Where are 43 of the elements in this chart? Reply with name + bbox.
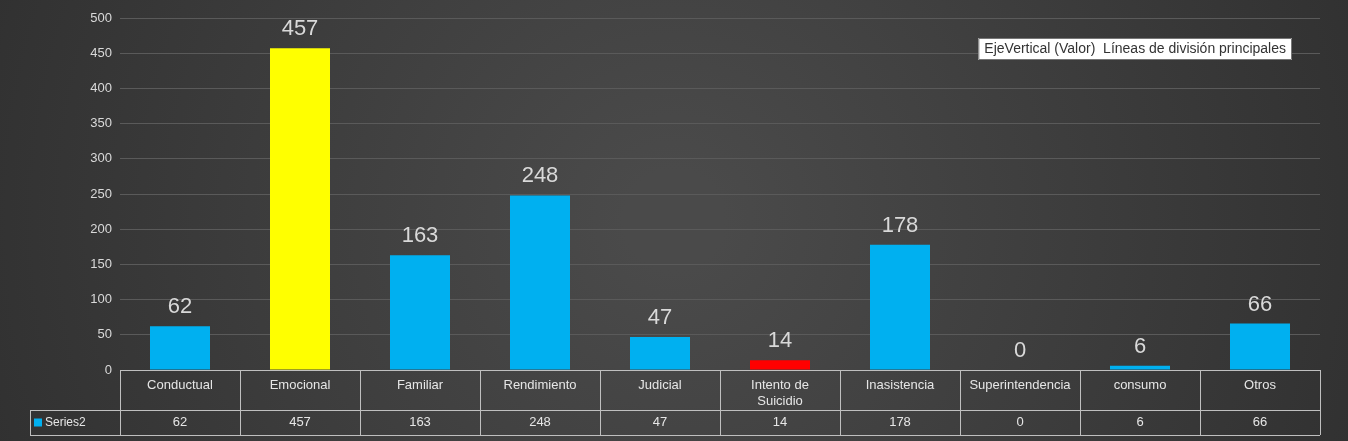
annotation: 47 <box>647 303 673 329</box>
annotation: EjeVertical (Valor) Líneas de división principales <box>984 39 1286 56</box>
annotation: 0 <box>1013 337 1027 363</box>
data-label: 6 <box>1136 414 1144 430</box>
data-label: 14 <box>772 414 788 430</box>
data-label: 163 <box>409 414 431 430</box>
y-tick-label: 250 <box>90 185 112 201</box>
y-tick-label: 50 <box>97 326 112 342</box>
data-label: 248 <box>529 414 551 430</box>
x-tick-label: Superintendencia <box>969 377 1072 393</box>
y-tick-label: 350 <box>90 115 112 131</box>
annotation: 457 <box>281 15 319 41</box>
data-label: 0 <box>1016 414 1024 430</box>
x-tick-label: Otros <box>1244 377 1277 393</box>
annotation: 248 <box>521 162 559 188</box>
data-label: 457 <box>289 414 311 430</box>
x-tick-label: consumo <box>1113 377 1167 393</box>
y-tick-label: 150 <box>90 255 112 271</box>
x-tick-label: Intento de Suicidio <box>751 377 809 408</box>
x-tick-label: Familiar <box>396 377 444 393</box>
y-tick-label: 450 <box>90 44 112 60</box>
x-tick-label: Judicial <box>638 377 682 393</box>
annotation: 178 <box>881 211 919 237</box>
annotation: 163 <box>401 222 439 248</box>
y-tick-label: 500 <box>90 9 112 25</box>
data-label: 178 <box>889 414 911 430</box>
annotation: 14 <box>767 327 793 353</box>
y-tick-label: 300 <box>90 150 112 166</box>
y-tick-label: 100 <box>90 291 112 307</box>
x-tick-label: Emocional <box>269 377 331 393</box>
annotation: 62 <box>167 293 193 319</box>
annotation: 66 <box>1247 290 1273 316</box>
data-label: 62 <box>172 414 188 430</box>
y-tick-label: 200 <box>90 220 112 236</box>
y-tick-label: 0 <box>104 361 112 377</box>
legend-label: Series2 <box>45 414 87 429</box>
x-tick-label: Rendimiento <box>503 377 577 393</box>
annotation: 6 <box>1133 332 1147 358</box>
x-tick-label: Conductual <box>147 377 213 393</box>
x-tick-label: Inasistencia <box>865 377 936 393</box>
y-tick-label: 400 <box>90 79 112 95</box>
data-label: 47 <box>652 414 668 430</box>
data-label: 66 <box>1252 414 1268 430</box>
